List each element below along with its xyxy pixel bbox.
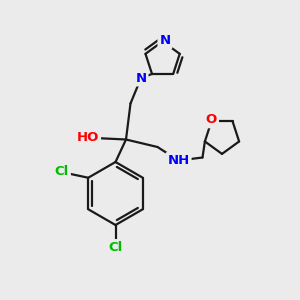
Text: Cl: Cl: [55, 165, 69, 178]
Text: O: O: [206, 113, 217, 126]
Text: N: N: [135, 71, 147, 85]
Text: N: N: [159, 34, 171, 47]
Text: Cl: Cl: [108, 241, 123, 254]
Text: HO: HO: [77, 131, 99, 144]
Text: NH: NH: [167, 154, 190, 167]
